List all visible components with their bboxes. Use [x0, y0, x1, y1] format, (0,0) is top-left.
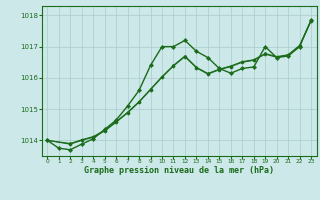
X-axis label: Graphe pression niveau de la mer (hPa): Graphe pression niveau de la mer (hPa) [84, 166, 274, 175]
